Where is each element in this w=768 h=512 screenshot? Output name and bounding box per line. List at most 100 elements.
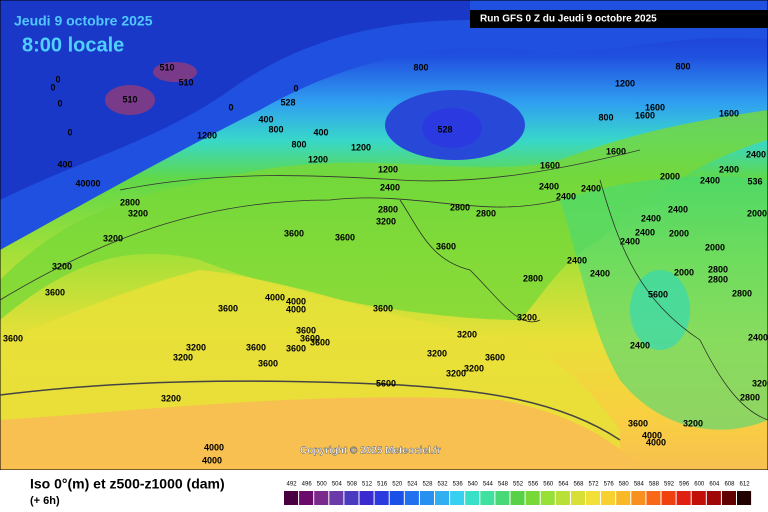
contour-label: 400 — [258, 114, 273, 124]
scale-swatch — [465, 491, 480, 505]
scale-swatch — [737, 491, 752, 505]
contour-label: 2800 — [740, 392, 760, 402]
contour-label: 2800 — [476, 208, 496, 218]
scale-label: 560 — [543, 482, 554, 488]
contour-label: 800 — [675, 61, 690, 71]
contour-label: 2400 — [590, 268, 610, 278]
contour-label: 2400 — [581, 183, 601, 193]
scale-swatch — [646, 491, 661, 505]
contour-label: 2800 — [708, 274, 728, 284]
contour-label: 4000 — [204, 442, 224, 452]
contour-label: 5600 — [648, 289, 668, 299]
contour-label: 3200 — [186, 342, 206, 352]
contour-label: 2000 — [705, 242, 725, 252]
contour-label: 1600 — [719, 108, 739, 118]
scale-swatch — [374, 491, 389, 505]
scale-label: 512 — [362, 482, 373, 488]
contour-label: 2000 — [660, 171, 680, 181]
scale-label: 572 — [589, 482, 600, 488]
contour-label: 3200 — [446, 368, 466, 378]
contour-label: 1200 — [378, 164, 398, 174]
contour-label: 0 — [228, 102, 233, 112]
contour-label: 2400 — [668, 204, 688, 214]
run-box — [470, 10, 768, 28]
contour-label: 3600 — [258, 358, 278, 368]
scale-swatch — [601, 491, 616, 505]
contour-label: 1200 — [615, 78, 635, 88]
contour-label: 536 — [747, 176, 762, 186]
scale-swatch — [570, 491, 585, 505]
contour-label: 3200 — [161, 393, 181, 403]
contour-label: 3600 — [628, 418, 648, 428]
contour-label: 3200 — [427, 348, 447, 358]
scale-label: 532 — [438, 482, 449, 488]
contour-label: 2400 — [539, 181, 559, 191]
scale-swatch — [495, 491, 510, 505]
run: Run GFS 0 Z du Jeudi 9 octobre 2025 — [480, 14, 657, 25]
legend-step: (+ 6h) — [30, 495, 60, 507]
scale-swatch — [525, 491, 540, 505]
contour-label: 2400 — [719, 164, 739, 174]
contour-label: 2800 — [708, 264, 728, 274]
contour-label: 3200 — [52, 261, 72, 271]
contour-label: 0 — [57, 98, 62, 108]
scale-swatch — [284, 491, 299, 505]
contour-label: 2400 — [556, 191, 576, 201]
scale-label: 568 — [573, 482, 584, 488]
scale-label: 608 — [724, 482, 735, 488]
time: 8:00 locale — [22, 34, 124, 56]
contour-label: 0 — [55, 74, 60, 84]
contour-label: 3600 — [218, 303, 238, 313]
contour-label: 2000 — [674, 267, 694, 277]
scale-label: 552 — [513, 482, 524, 488]
scale-label: 576 — [604, 482, 615, 488]
scale-label: 564 — [558, 482, 569, 488]
contour-label: 3600 — [485, 352, 505, 362]
scale-label: 604 — [709, 482, 720, 488]
scale-swatch — [389, 491, 404, 505]
scale-label: 492 — [287, 482, 298, 488]
date: Jeudi 9 octobre 2025 — [14, 13, 153, 29]
scale-swatch — [299, 491, 314, 505]
contour-label: 3600 — [310, 337, 330, 347]
scale-label: 536 — [453, 482, 464, 488]
contour-label: 3200 — [376, 216, 396, 226]
contour-label: 3600 — [45, 287, 65, 297]
contour-label: 2400 — [746, 149, 766, 159]
contour-label: 3200 — [173, 352, 193, 362]
contour-label: 1200 — [197, 130, 217, 140]
contour-label: 1600 — [635, 110, 655, 120]
contour-label: 4000 — [286, 304, 306, 314]
scale-swatch — [540, 491, 555, 505]
scale-swatch — [676, 491, 691, 505]
scale-swatch — [435, 491, 450, 505]
contour-label: 2400 — [748, 332, 768, 342]
contour-label: 0 — [293, 83, 298, 93]
scale-swatch — [329, 491, 344, 505]
scale-label: 588 — [649, 482, 660, 488]
contour-label: 4000 — [286, 296, 306, 306]
scale-label: 612 — [740, 482, 751, 488]
contour-label: 3200 — [103, 233, 123, 243]
scale-label: 584 — [634, 482, 645, 488]
scale-label: 516 — [377, 482, 388, 488]
copyright: Copyright © 2025 Meteociel.fr — [300, 446, 441, 457]
contour-label: 3600 — [296, 325, 316, 335]
legend-title: Iso 0°(m) et z500-z1000 (dam) — [30, 476, 225, 492]
contour-label: 2800 — [378, 204, 398, 214]
scale-swatch — [314, 491, 329, 505]
contour-label: 1200 — [308, 154, 328, 164]
contour-label: 800 — [413, 62, 428, 72]
scale-label: 524 — [407, 482, 418, 488]
contour-label: 510 — [159, 62, 174, 72]
scale-label: 544 — [483, 482, 494, 488]
scale-swatch — [661, 491, 676, 505]
scale-label: 528 — [422, 482, 433, 488]
contour-label: 510 — [122, 94, 137, 104]
contour-label: 3200 — [517, 312, 537, 322]
contour-label: 3200 — [128, 208, 148, 218]
scale-swatch — [586, 491, 601, 505]
contour-label: 2800 — [523, 273, 543, 283]
contour-label: 400 — [57, 159, 72, 169]
